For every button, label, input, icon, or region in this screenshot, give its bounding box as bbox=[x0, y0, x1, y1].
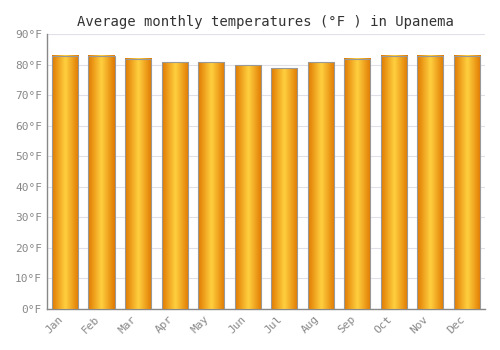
Bar bbox=[162, 62, 188, 309]
Bar bbox=[308, 62, 334, 309]
Bar bbox=[271, 68, 297, 309]
Bar bbox=[417, 56, 444, 309]
Bar bbox=[234, 65, 261, 309]
Title: Average monthly temperatures (°F ) in Upanema: Average monthly temperatures (°F ) in Up… bbox=[78, 15, 454, 29]
Bar bbox=[380, 56, 407, 309]
Bar bbox=[125, 59, 152, 309]
Bar bbox=[344, 59, 370, 309]
Bar bbox=[454, 56, 480, 309]
Bar bbox=[52, 56, 78, 309]
Bar bbox=[198, 62, 224, 309]
Bar bbox=[88, 56, 115, 309]
